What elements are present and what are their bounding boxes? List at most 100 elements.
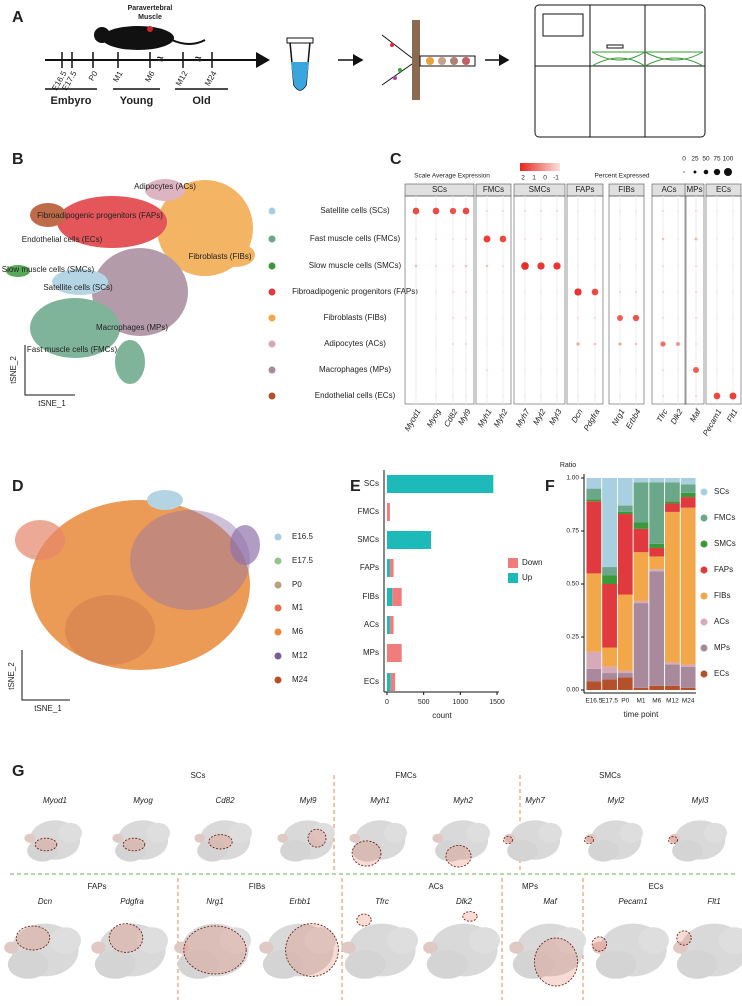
dot xyxy=(716,238,718,240)
gene-label: Myog xyxy=(133,796,153,805)
dot xyxy=(556,317,558,319)
bar-segment xyxy=(387,559,390,577)
cluster-label: Adipocytes (ACs) xyxy=(134,182,196,191)
panel-label: A xyxy=(12,9,24,26)
timepoint-label: M12 xyxy=(174,69,190,87)
dot xyxy=(415,238,417,240)
dot xyxy=(695,317,697,319)
feature-cells xyxy=(352,840,383,862)
feature-cells xyxy=(341,941,356,954)
feature-cells xyxy=(146,822,170,843)
dot xyxy=(716,291,718,293)
bar-segment xyxy=(390,673,396,691)
feature-plot xyxy=(432,820,490,868)
panel-label: D xyxy=(12,478,24,495)
sequencer-icon xyxy=(534,4,706,138)
group-header: ECs xyxy=(716,185,731,194)
x-tick-label: E17.5 xyxy=(601,698,618,705)
feature-plot xyxy=(673,923,742,979)
bar-segment xyxy=(387,475,494,493)
legend-marker xyxy=(274,652,282,660)
legend-title: Percent Expressed xyxy=(595,173,650,180)
x-tick-label: M24 xyxy=(682,698,695,705)
dot xyxy=(593,342,597,346)
feature-cells xyxy=(432,833,444,843)
dot xyxy=(502,395,504,397)
dot xyxy=(635,210,637,212)
expression-region xyxy=(356,913,372,927)
bar-segment xyxy=(680,666,696,688)
bar-segment xyxy=(392,588,402,606)
row-label: Satellite cells (SCs) xyxy=(320,206,390,215)
gene-label: Myh1 xyxy=(476,408,494,429)
dot xyxy=(524,317,526,319)
legend-marker xyxy=(274,676,282,684)
feature-cells xyxy=(197,840,228,862)
dot xyxy=(577,395,579,397)
legend-marker xyxy=(274,604,282,612)
bar-segment xyxy=(602,478,617,568)
bar-segment xyxy=(602,666,617,674)
feature-cells xyxy=(386,927,418,954)
feature-cells xyxy=(588,840,619,862)
bar-segment xyxy=(665,503,680,512)
dot xyxy=(452,343,454,345)
gene-label: Dcn xyxy=(570,407,585,424)
expression-region xyxy=(15,925,51,951)
feature-cells xyxy=(304,927,336,954)
gene-label: Erbb4 xyxy=(624,407,643,430)
feature-cells xyxy=(349,833,361,843)
legend-marker xyxy=(268,314,276,322)
legend-label: FIBs xyxy=(714,591,730,600)
dot xyxy=(540,210,542,212)
legend-marker xyxy=(274,628,282,636)
feature-cells xyxy=(262,950,304,979)
group-label: Young xyxy=(120,95,153,107)
mouse-icon xyxy=(94,26,206,50)
axis-break: ≈ xyxy=(195,52,202,66)
legend-label: Up xyxy=(522,573,533,582)
dot xyxy=(499,235,507,243)
y-tick-label: 0.25 xyxy=(566,634,579,641)
title: Muscle xyxy=(138,14,162,21)
bar-segment xyxy=(617,677,633,690)
axis-label: tSNE_1 xyxy=(34,704,62,713)
bar-segment xyxy=(665,662,680,665)
bar-segment xyxy=(617,673,633,678)
tsne-d xyxy=(15,490,260,670)
dot xyxy=(676,342,680,346)
group-panel xyxy=(566,195,604,405)
gene-label: Maf xyxy=(688,407,703,424)
group-panel xyxy=(513,195,566,405)
gene-label: Myog xyxy=(425,407,443,429)
bar-segment xyxy=(617,505,633,512)
gene-label: Myod1 xyxy=(43,796,67,805)
bar-segment xyxy=(649,685,665,690)
gene-label: Myh7 xyxy=(525,796,545,805)
legend-label: FAPs xyxy=(714,565,733,574)
dot xyxy=(574,288,582,296)
feature-cells xyxy=(619,822,643,843)
dot xyxy=(677,238,679,240)
legend-marker xyxy=(274,533,282,541)
dot xyxy=(695,291,697,293)
dot xyxy=(486,210,488,212)
dot xyxy=(524,343,526,345)
dot xyxy=(521,262,529,270)
dot xyxy=(617,315,623,321)
dot xyxy=(540,369,542,371)
feature-cells xyxy=(426,950,468,979)
dot xyxy=(452,265,454,267)
gene-label: Dlk2 xyxy=(669,407,685,426)
gene-label: Cd82 xyxy=(215,796,235,805)
dot xyxy=(577,369,579,371)
legend-marker xyxy=(268,207,276,215)
dot xyxy=(502,291,504,293)
dot xyxy=(415,291,417,293)
feature-cells xyxy=(595,950,637,979)
dot xyxy=(577,265,579,267)
tsne-axes xyxy=(21,345,75,701)
group-header: FMCs xyxy=(483,185,504,194)
microfluidic-icon xyxy=(381,20,476,100)
